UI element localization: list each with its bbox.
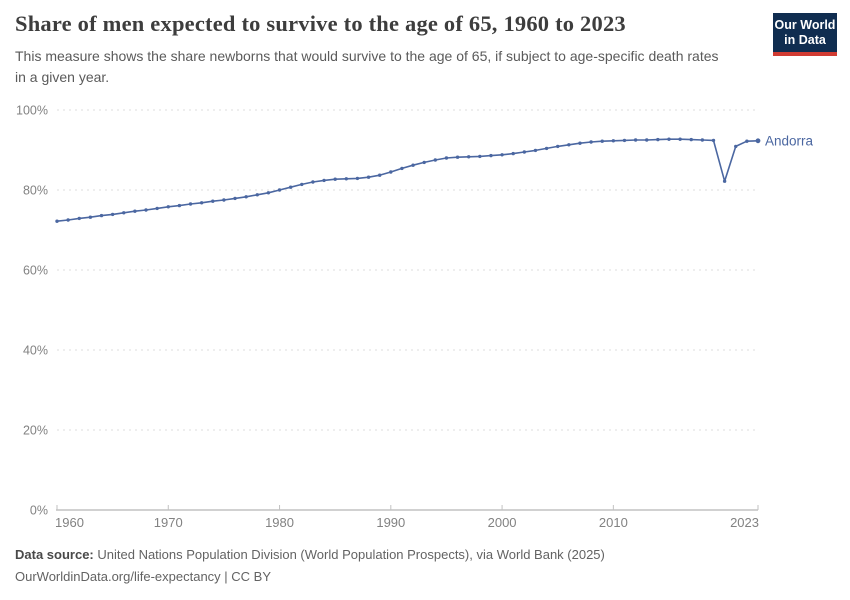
data-point [366, 175, 371, 179]
data-point [233, 196, 237, 201]
x-tick-label: 1980 [265, 515, 294, 530]
data-point [522, 150, 527, 154]
series-line[interactable] [56, 138, 759, 222]
data-point [722, 179, 727, 183]
data-point [300, 182, 304, 187]
attribution-line[interactable]: OurWorldinData.org/life-expectancy | CC … [15, 569, 272, 584]
data-point [567, 143, 571, 147]
x-tick-label: 2010 [599, 515, 628, 530]
data-point [645, 138, 649, 142]
data-point [422, 160, 426, 165]
series-label[interactable]: Andorra [765, 133, 814, 148]
x-tick-label: 2023 [730, 515, 759, 530]
owid-logo-line1: Our World [774, 18, 836, 32]
x-tick-label: 1970 [154, 515, 183, 530]
owid-logo-line2: in Data [784, 33, 826, 47]
data-point [355, 176, 360, 181]
data-source-label: Data source: [15, 547, 94, 562]
data-point [489, 153, 493, 158]
data-point [333, 177, 337, 181]
data-point [377, 173, 382, 177]
data-point [433, 158, 438, 162]
data-point [122, 211, 126, 215]
series-end-dot [755, 138, 761, 144]
data-source-line: Data source: United Nations Population D… [15, 544, 605, 566]
data-point [689, 137, 693, 142]
data-point [589, 140, 593, 144]
data-point [734, 144, 738, 149]
data-point [678, 137, 682, 141]
data-point [444, 156, 449, 160]
data-point [99, 213, 104, 218]
owid-logo[interactable]: Our World in Data [773, 13, 837, 56]
y-tick-label: 80% [23, 184, 48, 198]
data-point [578, 141, 582, 145]
data-point [322, 178, 326, 183]
data-point [55, 219, 59, 223]
y-tick-label: 100% [16, 104, 48, 118]
chart-footer: Data source: United Nations Population D… [15, 544, 605, 588]
data-point [466, 155, 471, 159]
x-tick-label: 1960 [55, 515, 84, 530]
data-point [255, 193, 259, 197]
data-point [556, 144, 560, 149]
data-point [311, 180, 315, 184]
data-point [745, 139, 749, 143]
data-point [411, 163, 415, 167]
data-point [611, 139, 616, 143]
data-point [622, 138, 627, 143]
data-point [133, 209, 137, 213]
data-point [711, 138, 716, 143]
data-point [511, 151, 515, 156]
data-point [400, 166, 404, 171]
data-point [656, 137, 660, 142]
data-point [544, 146, 549, 151]
data-point [277, 188, 282, 192]
data-point [155, 206, 159, 211]
data-point [166, 205, 170, 209]
data-point [199, 201, 204, 205]
data-point [77, 216, 81, 221]
y-tick-label: 0% [30, 504, 48, 518]
data-point [88, 215, 93, 219]
data-point [266, 191, 271, 195]
data-point [633, 138, 638, 142]
data-point [244, 195, 248, 199]
data-point [478, 154, 482, 159]
data-source-text[interactable]: United Nations Population Division (Worl… [97, 547, 605, 562]
data-point [211, 199, 215, 203]
data-point [700, 138, 705, 142]
data-point [500, 153, 504, 157]
chart-header: Share of men expected to survive to the … [15, 10, 755, 88]
y-tick-label: 40% [23, 344, 48, 358]
data-point [455, 155, 460, 159]
data-point [144, 208, 148, 212]
data-point [222, 198, 226, 202]
y-tick-label: 20% [23, 424, 48, 438]
data-point [667, 137, 671, 141]
data-point [344, 177, 349, 181]
data-point [177, 203, 182, 208]
data-point [533, 148, 538, 153]
data-point [66, 218, 70, 222]
y-tick-label: 60% [23, 264, 48, 278]
chart-subtitle: This measure shows the share newborns th… [15, 48, 719, 86]
data-point [600, 139, 604, 143]
data-point [110, 212, 115, 217]
chart-title: Share of men expected to survive to the … [15, 11, 626, 36]
x-tick-label: 1990 [376, 515, 405, 530]
data-point [288, 185, 293, 189]
data-point [389, 170, 393, 174]
data-point [188, 202, 193, 206]
x-tick-label: 2000 [488, 515, 517, 530]
